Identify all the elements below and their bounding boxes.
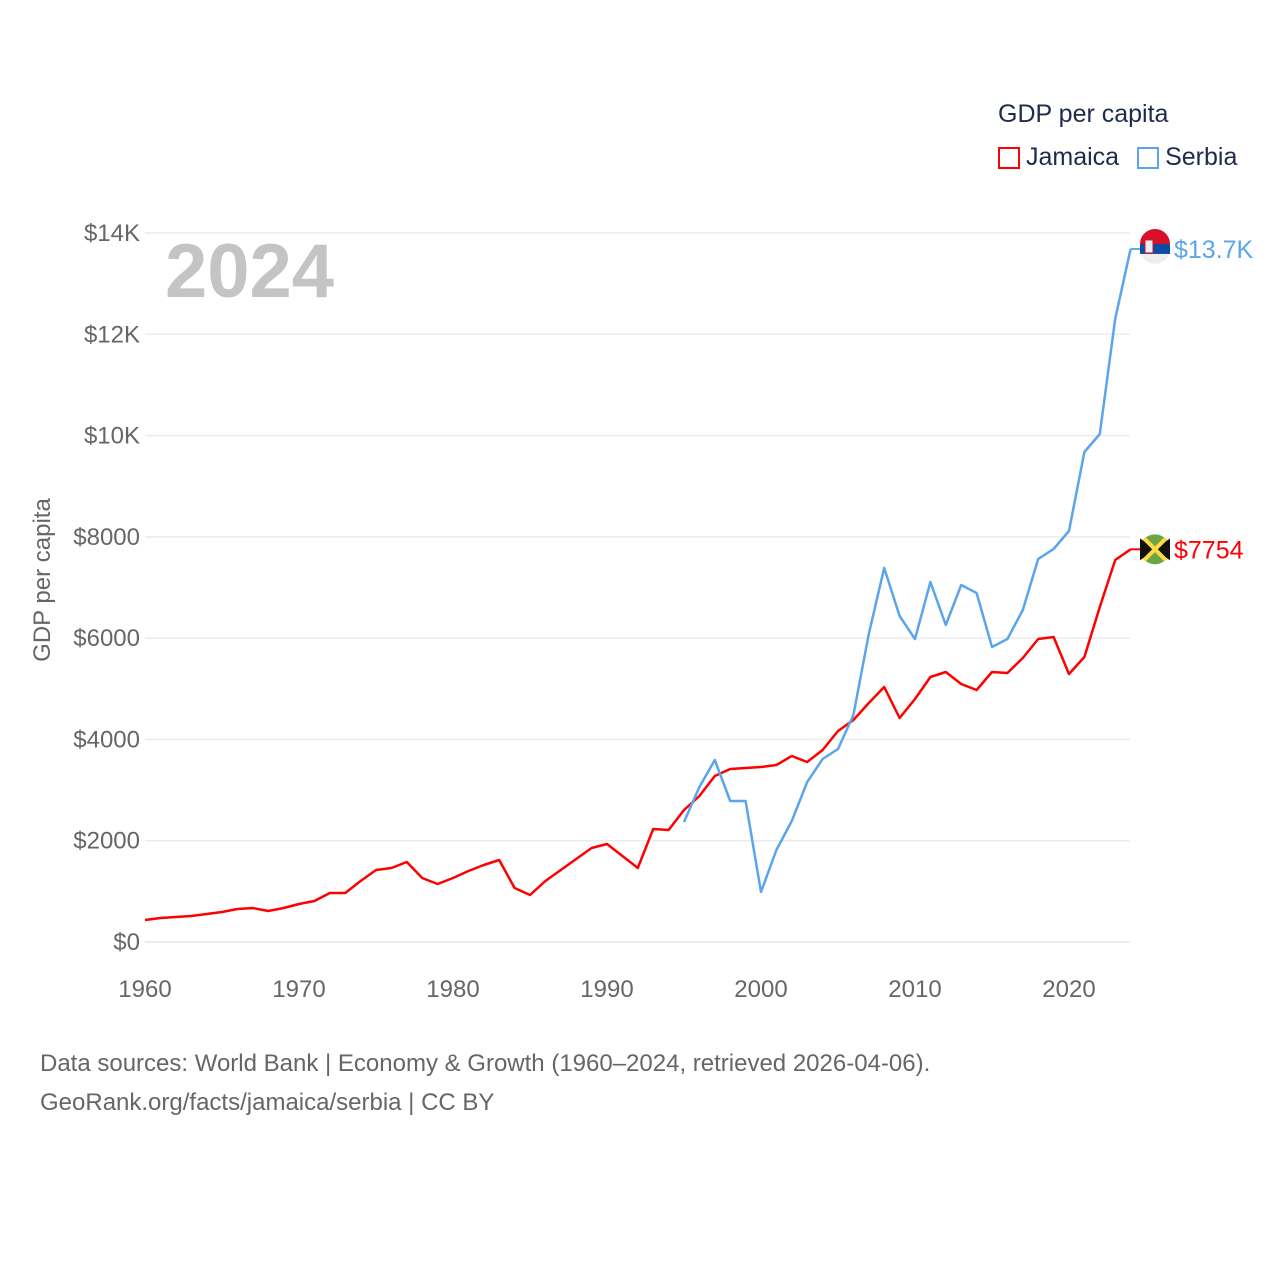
y-tick-label: $12K: [84, 321, 140, 348]
y-tick-label: $0: [113, 929, 140, 956]
x-tick-label: 1970: [272, 976, 325, 1003]
legend-swatch-serbia: [1137, 146, 1160, 169]
series-line-serbia: [682, 248, 1132, 894]
x-tick-label: 1980: [426, 976, 479, 1003]
x-tick-label: 2020: [1042, 976, 1095, 1003]
footer-link[interactable]: GeoRank.org/facts/jamaica/serbia | CC BY: [40, 1089, 495, 1116]
flag-saltire: [1142, 536, 1168, 562]
x-tick-label: 1990: [580, 976, 633, 1003]
x-tick-label: 2010: [888, 976, 941, 1003]
y-axis-label: GDP per capita: [29, 498, 56, 662]
flag-stripe: [1140, 243, 1170, 254]
y-tick-label: $10K: [84, 423, 140, 450]
legend-item-serbia[interactable]: Serbia: [1137, 143, 1237, 172]
legend-title: GDP per capita: [998, 100, 1169, 128]
year-label: 2024: [165, 229, 335, 314]
footer: Data sources: World Bank | Economy & Gro…: [40, 1044, 930, 1122]
legend: Jamaica Serbia: [998, 143, 1237, 172]
legend-label-serbia: Serbia: [1165, 143, 1238, 171]
legend-label-jamaica: Jamaica: [1026, 143, 1120, 171]
x-tick-label: 2000: [734, 976, 787, 1003]
series-line-jamaica: [144, 548, 1132, 922]
x-tick-label: 1960: [118, 976, 171, 1003]
y-tick-label: $4000: [73, 726, 140, 753]
y-tick-label: $2000: [73, 828, 140, 855]
end-value-label: $13.7K: [1174, 236, 1254, 264]
y-tick-label: $6000: [73, 625, 140, 652]
legend-item-jamaica[interactable]: Jamaica: [998, 143, 1119, 172]
legend-swatch-jamaica: [998, 146, 1020, 169]
y-tick-label: $14K: [84, 220, 140, 247]
flag-emblem: [1144, 239, 1154, 254]
end-value-label: $7754: [1174, 536, 1244, 564]
y-tick-label: $8000: [73, 524, 140, 551]
footer-sources: Data sources: World Bank | Economy & Gro…: [40, 1050, 931, 1077]
